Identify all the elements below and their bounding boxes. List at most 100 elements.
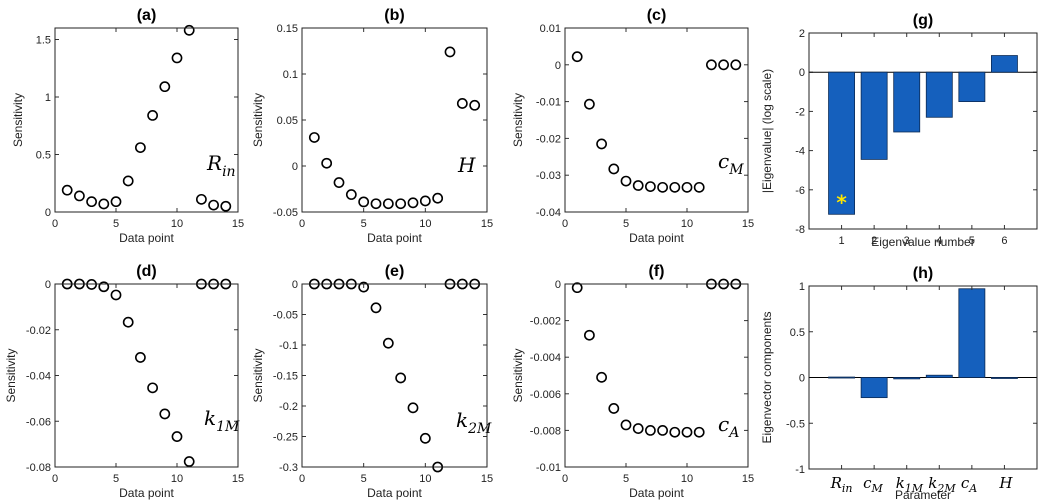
data-point — [584, 98, 595, 110]
y-tick-label: -0.15 — [273, 371, 298, 383]
data-point — [681, 181, 693, 193]
data-point — [608, 403, 620, 414]
y-tick-label: 0.05 — [277, 115, 298, 127]
bar — [893, 377, 921, 380]
data-point — [122, 316, 134, 328]
data-point — [147, 382, 158, 394]
panel-title: (a) — [137, 7, 157, 24]
y-tick-label: -8 — [795, 224, 805, 236]
panel-title: (g) — [913, 12, 933, 29]
x-tick-label: 5 — [361, 218, 367, 230]
bar — [925, 374, 953, 378]
data-point — [419, 195, 431, 207]
panel-title: (h) — [913, 265, 933, 282]
data-point — [571, 51, 583, 63]
y-tick-label: 0 — [555, 279, 561, 291]
data-point — [395, 198, 407, 210]
data-point — [596, 371, 607, 383]
y-tick-label: 0.5 — [36, 150, 51, 162]
data-point — [444, 46, 456, 58]
y-axis-label: Eigenvector components — [760, 311, 774, 443]
data-point — [693, 426, 705, 438]
y-tick-label: -0.5 — [786, 418, 805, 430]
y-tick-label: -0.02 — [26, 325, 51, 337]
panel-title: (b) — [384, 7, 404, 24]
x-tick-label: 10 — [171, 473, 183, 485]
data-point — [632, 423, 644, 434]
data-point — [333, 177, 345, 188]
y-tick-label: 1.5 — [36, 35, 51, 47]
x-axis-label: Parameter — [895, 488, 951, 502]
data-point — [730, 59, 742, 71]
data-point — [382, 337, 394, 349]
x-tick-label: 5 — [361, 473, 367, 485]
data-point — [345, 189, 357, 200]
y-tick-label: -4 — [795, 146, 805, 158]
data-point — [171, 431, 183, 442]
data-point — [596, 138, 607, 150]
data-point — [358, 196, 370, 208]
data-point — [183, 456, 195, 467]
parameter-annotation: H — [457, 153, 476, 177]
data-point — [706, 59, 717, 71]
data-point — [681, 426, 693, 438]
x-tick-label: 10 — [419, 218, 431, 230]
x-tick-label: 3 — [904, 235, 910, 247]
x-axis-label: Eigenvalue number — [871, 235, 974, 249]
x-tick-label: 5 — [969, 235, 975, 247]
data-point — [657, 424, 668, 436]
y-tick-label: 0 — [799, 373, 805, 385]
bar — [958, 71, 986, 102]
data-point — [669, 181, 681, 193]
y-tick-label: 0.5 — [790, 327, 805, 339]
bar — [991, 377, 1018, 379]
x-tick-label: cM — [863, 474, 883, 495]
x-tick-label: 0 — [562, 218, 568, 230]
y-tick-label: -0.08 — [26, 462, 51, 474]
axes-box — [564, 283, 749, 468]
data-point — [469, 99, 481, 111]
data-point — [110, 289, 122, 301]
y-axis-label: Sensitivity — [11, 93, 25, 147]
x-tick-label: 0 — [52, 218, 58, 230]
data-point — [321, 157, 333, 169]
y-axis-label: Sensitivity — [511, 93, 525, 147]
data-point — [195, 193, 207, 205]
data-point — [382, 198, 394, 210]
y-tick-label: 0.1 — [283, 69, 298, 81]
y-tick-label: -0.25 — [273, 432, 298, 444]
x-tick-label: 15 — [481, 218, 493, 230]
y-tick-label: -0.002 — [530, 316, 561, 328]
x-tick-label: 15 — [232, 473, 244, 485]
y-tick-label: -0.03 — [536, 170, 561, 182]
data-point — [608, 163, 620, 175]
data-point — [693, 181, 705, 193]
parameter-annotation: Rin — [206, 151, 236, 180]
data-point — [432, 192, 444, 204]
x-tick-label: k2M — [928, 474, 956, 495]
x-tick-label: 5 — [113, 473, 119, 485]
y-tick-label: -0.008 — [530, 425, 561, 437]
data-point — [358, 281, 370, 293]
y-tick-label: -0.06 — [26, 416, 51, 428]
y-tick-label: -2 — [795, 106, 805, 118]
y-tick-label: 0 — [45, 207, 51, 219]
x-tick-label: 15 — [742, 218, 754, 230]
x-tick-label: 15 — [742, 473, 754, 485]
data-point — [669, 426, 681, 438]
axes-box — [808, 32, 1038, 230]
y-tick-label: 0.15 — [277, 23, 298, 35]
data-point — [61, 184, 73, 196]
x-tick-label: cA — [961, 474, 977, 495]
panel-title: (e) — [385, 263, 405, 280]
x-tick-label: 10 — [171, 218, 183, 230]
y-tick-label: -1 — [795, 464, 805, 476]
data-point — [419, 432, 431, 444]
y-tick-label: 0 — [45, 279, 51, 291]
axes-box — [301, 27, 488, 213]
panel-title: (c) — [647, 7, 667, 24]
data-point — [208, 199, 219, 211]
y-tick-label: 1 — [799, 281, 805, 293]
